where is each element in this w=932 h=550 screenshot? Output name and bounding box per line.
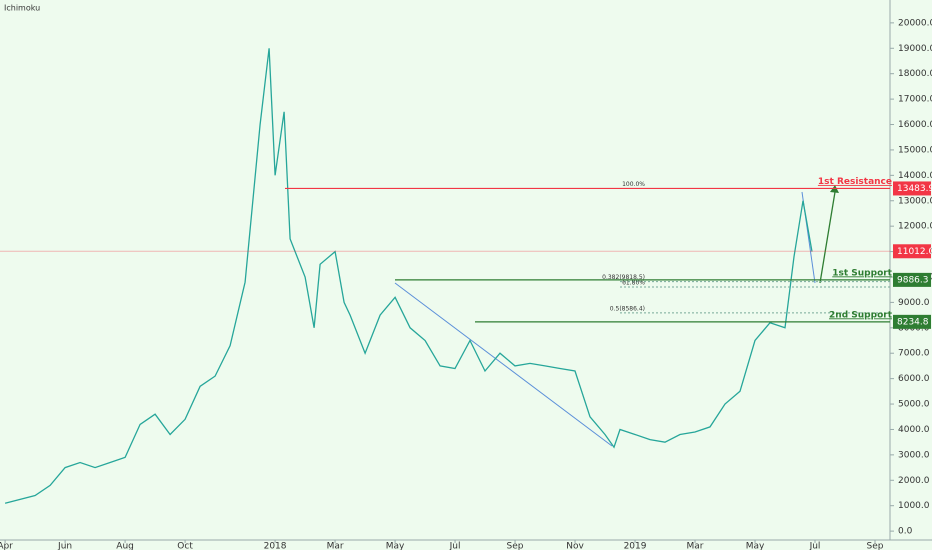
y-tick-label: 16000.0 — [898, 120, 932, 130]
y-tick-label: 0.0 — [898, 527, 913, 537]
level-tag — [893, 272, 931, 287]
level-name: 1st Resistance — [818, 177, 892, 187]
level-tag — [893, 181, 931, 196]
last-price-tag — [893, 244, 931, 259]
level-value: 9886.3 — [897, 275, 929, 285]
y-tick-label: 18000.0 — [898, 69, 932, 79]
y-tick-label: 1000.0 — [898, 501, 930, 511]
y-tick-label: 20000.0 — [898, 18, 932, 28]
level-name: 1st Support — [832, 268, 892, 278]
x-tick-label: Sep — [507, 542, 524, 550]
chart-title: Ichimoku — [4, 4, 40, 13]
level-value: 13483.9 — [897, 184, 932, 194]
x-tick-label: May — [746, 542, 765, 550]
trend-line — [394, 282, 613, 447]
y-tick-label: 17000.0 — [898, 95, 932, 105]
fib-label: 0.5(8586.4) — [610, 305, 645, 312]
y-tick-label: 12000.0 — [898, 222, 932, 232]
x-tick-label: Jun — [57, 542, 72, 550]
x-tick-label: Oct — [177, 542, 193, 550]
x-tick-label: May — [386, 542, 405, 550]
arrow — [819, 191, 836, 284]
y-tick-label: 14000.0 — [898, 171, 932, 181]
x-tick-label: Jul — [449, 542, 461, 550]
y-tick-label: 19000.0 — [898, 44, 932, 54]
fib-label: 100.0% — [622, 181, 645, 188]
x-tick-label: 2018 — [264, 542, 287, 550]
y-tick-label: 2000.0 — [898, 476, 930, 486]
last-price-label: 11012.0 — [897, 247, 932, 257]
y-tick-label: 5000.0 — [898, 400, 930, 410]
y-tick-label: 4000.0 — [898, 425, 930, 435]
y-tick-label: 9000.0 — [898, 298, 930, 308]
y-tick-label: 15000.0 — [898, 145, 932, 155]
y-tick-label: 13000.0 — [898, 196, 932, 206]
x-tick-label: 2019 — [624, 542, 647, 550]
level-tag — [893, 314, 931, 329]
y-tick-label: 6000.0 — [898, 374, 930, 384]
y-tick-label: 3000.0 — [898, 450, 930, 460]
fib-label: 61.80% — [622, 280, 645, 287]
x-tick-label: Nov — [566, 542, 584, 550]
x-tick-label: Mar — [687, 542, 704, 550]
level-value: 8234.8 — [897, 317, 929, 327]
fib-label: 0.382(9818.5) — [602, 274, 645, 281]
x-tick-label: Jul — [809, 542, 821, 550]
x-tick-label: Aug — [116, 542, 134, 550]
price-line — [4, 48, 813, 504]
x-tick-label: Sep — [867, 542, 884, 550]
x-tick-label: Apr — [0, 542, 13, 550]
y-tick-label: 7000.0 — [898, 349, 930, 359]
level-name: 2nd Support — [829, 310, 893, 320]
x-tick-label: Mar — [327, 542, 344, 550]
